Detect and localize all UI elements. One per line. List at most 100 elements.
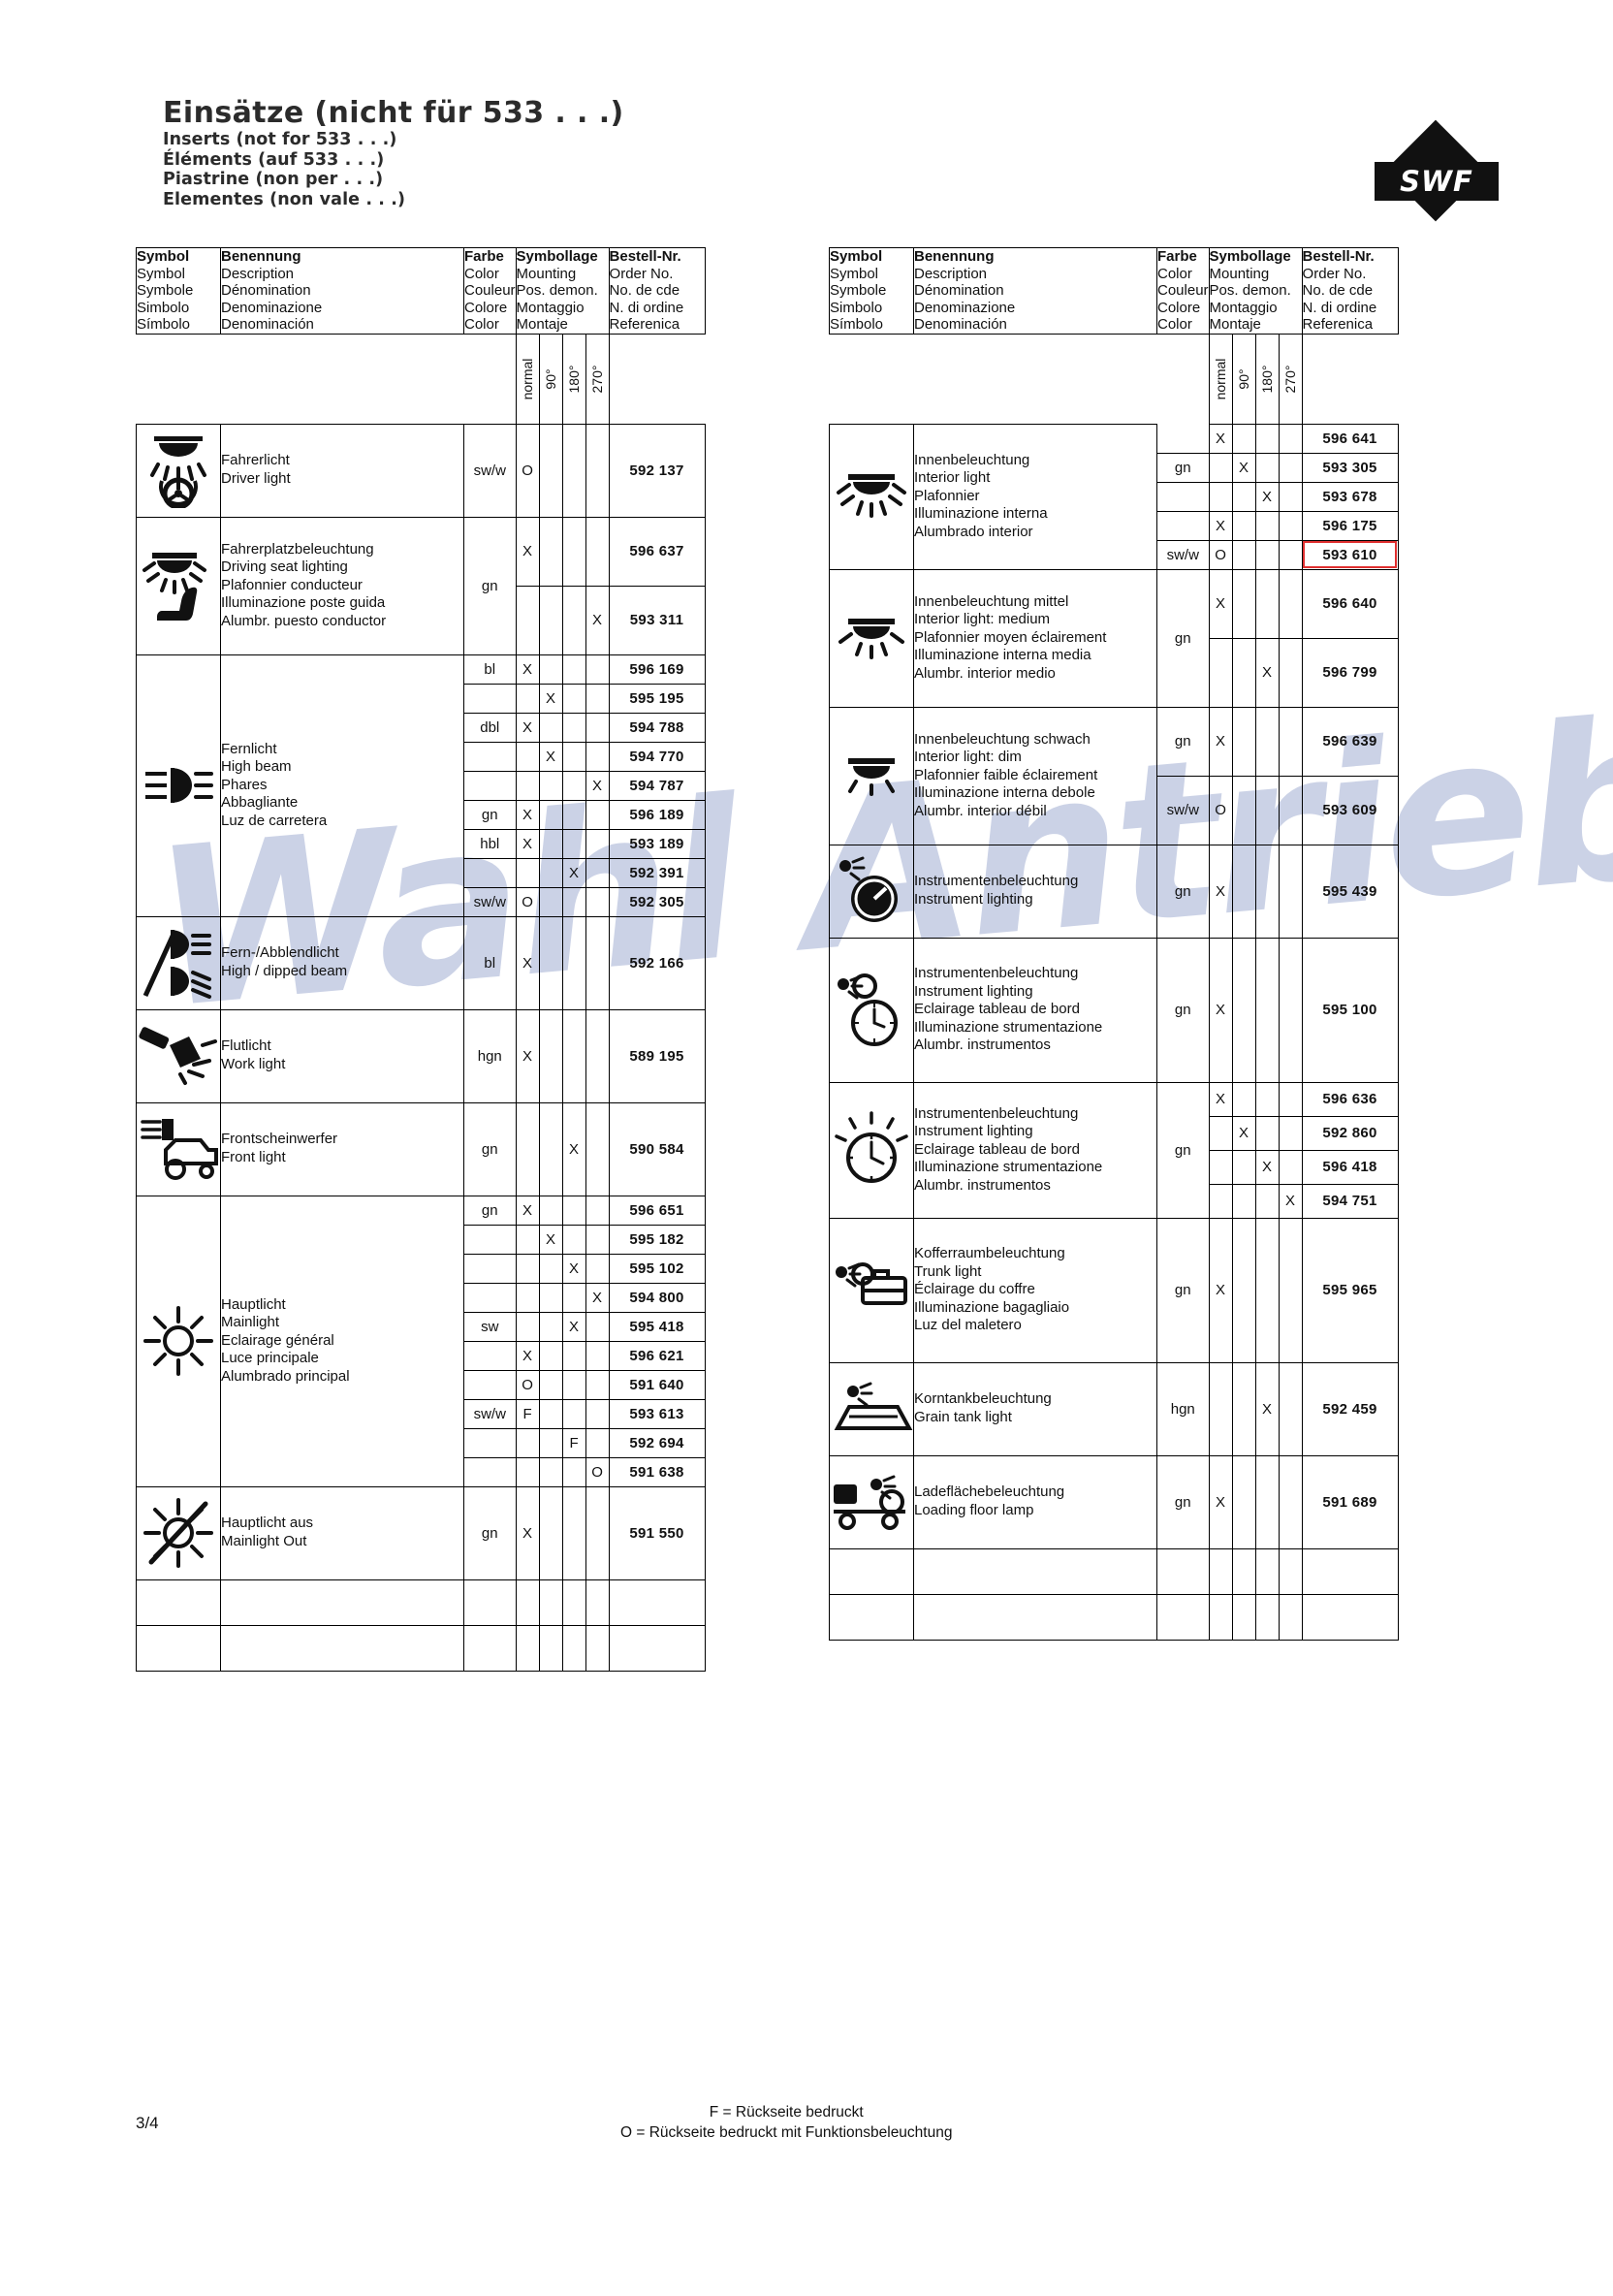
mounting-cell-2 — [561, 516, 586, 587]
color-code: sw/w — [1156, 539, 1210, 570]
left-parts-table-wrap: Symbol Symbol Symbole Simbolo Símbolo Benennu… — [136, 247, 706, 1672]
mounting-cell-0: X — [1208, 937, 1233, 1083]
order-number: 596 636 — [1301, 1081, 1399, 1117]
mounting-cell-1 — [1231, 423, 1256, 454]
grain-tank-light-icon — [829, 1361, 914, 1456]
description-line-4: Alumbr. puesto conductor — [221, 612, 387, 629]
order-number: 594 800 — [608, 1282, 706, 1313]
table-row: Frontscheinwerfer Front light gn X 590 584 — [136, 1101, 706, 1196]
page-title-de: Einsätze (nicht für 533 . . .) — [163, 96, 624, 130]
mounting-cell-2 — [561, 1340, 586, 1371]
mounting-cell-3 — [585, 1195, 610, 1226]
color-code — [1156, 424, 1210, 454]
right-parts-table-wrap: Symbol Symbol Symbole Simbolo Símbolo Benennu… — [829, 247, 1399, 1641]
angle-header-2: 180° — [1254, 333, 1280, 425]
header-mounting-line-2: Pos. demon. — [516, 282, 598, 299]
part-description: Fernlicht High beam Phares Abbagliante Luz d… — [220, 654, 464, 917]
empty-cell — [1208, 1547, 1233, 1595]
description-line-2: Plafonnier faible éclairement — [914, 766, 1098, 783]
description-line-1: Mainlight Out — [221, 1533, 307, 1549]
part-description: Instrumentenbeleuchtung Instrument lighti… — [913, 844, 1157, 939]
mounting-cell-1 — [1231, 568, 1256, 639]
mounting-cell-1 — [1231, 481, 1256, 512]
description-line-0: Instrumentenbeleuchtung — [914, 873, 1079, 890]
empty-cell — [1156, 1547, 1210, 1595]
table-row: Fernlicht High beam Phares Abbagliante Luz d… — [136, 654, 706, 917]
mounting-cell-1 — [538, 1253, 563, 1284]
header-order-line-4: Referenica — [1302, 316, 1374, 333]
header-color: Farbe Color Couleur Colore Color — [1156, 247, 1210, 335]
description-line-1: High / dipped beam — [221, 963, 348, 979]
mounting-cell-3 — [1278, 539, 1303, 570]
mounting-cell-1 — [1231, 510, 1256, 541]
mounting-cell-0: X — [515, 828, 540, 859]
front-light-tractor-icon — [136, 1101, 221, 1196]
header-mounting: Symbollage Mounting Pos. demon. Montaggio Mo… — [1208, 247, 1303, 335]
header-color-line-0: Farbe — [1157, 248, 1197, 265]
mounting-cell-2 — [1254, 423, 1280, 454]
description-line-0: Hauptlicht — [221, 1295, 286, 1313]
mounting-cell-3 — [585, 799, 610, 830]
description-line-4: Alumbr. instrumentos — [914, 1176, 1051, 1194]
description-line-0: Korntankbeleuchtung — [914, 1390, 1052, 1408]
header-color-line-1: Color — [464, 265, 499, 282]
mounting-cell-2 — [1254, 510, 1280, 541]
order-number: 594 788 — [608, 712, 706, 743]
right-parts-table: Symbol Symbol Symbole Simbolo Símbolo Benennu… — [829, 247, 1399, 1641]
header-symbol: Symbol Symbol Symbole Simbolo Símbolo — [829, 247, 914, 335]
header-order-line-1: Order No. — [1302, 265, 1367, 282]
table-row: hbl X 593 189 — [137, 828, 706, 859]
angle-header-0: normal — [1208, 333, 1233, 425]
mounting-cell-0: X — [515, 1008, 540, 1103]
empty-cell — [220, 1578, 464, 1626]
interior-light-medium-icon — [829, 568, 914, 708]
footer-note-o: O = Rückseite bedruckt mit Funktionsbele… — [620, 2124, 953, 2141]
empty-cell — [463, 1624, 517, 1672]
order-number: 594 770 — [608, 741, 706, 772]
header-order-line-2: No. de cde — [609, 282, 680, 299]
mounting-cell-1 — [1231, 1361, 1256, 1456]
order-number: 589 195 — [608, 1008, 706, 1103]
empty-cell — [538, 1624, 563, 1672]
table-row-empty — [829, 1593, 1399, 1641]
description-line-3: Illuminazione bagagliaio — [914, 1298, 1070, 1316]
header-symbol-line-3: Simbolo — [830, 299, 883, 316]
mounting-cell-3 — [1278, 1115, 1303, 1151]
table-header-row: Symbol Symbol Symbole Simbolo Símbolo Benennu… — [829, 247, 1399, 335]
instrument-lighting-gauge-icon — [829, 844, 914, 939]
mounting-cell-1 — [538, 1101, 563, 1196]
mounting-cell-3 — [585, 828, 610, 859]
table-row: Instrumentenbeleuchtung Instrument lighti… — [829, 1081, 1399, 1219]
angle-header-1: 90° — [538, 333, 563, 425]
description-line-3: Illuminazione strumentazione — [914, 1159, 1103, 1176]
mounting-cell-0: X — [515, 516, 540, 587]
header-color: Farbe Color Couleur Colore Color — [463, 247, 517, 335]
part-description: Fahrerplatzbeleuchtung Driving seat light… — [220, 516, 464, 655]
mounting-cell-3 — [1278, 637, 1303, 708]
empty-cell — [1231, 1593, 1256, 1641]
description-line-4: Luz del maletero — [914, 1317, 1022, 1334]
description-line-0: Kofferraumbeleuchtung — [914, 1245, 1065, 1262]
header-order-line-3: N. di ordine — [609, 299, 684, 316]
description-line-1: Work light — [221, 1056, 286, 1072]
color-code: gn — [463, 1485, 517, 1580]
mounting-cell-0: X — [1208, 844, 1233, 939]
mounting-cell-2 — [561, 799, 586, 830]
color-code: hgn — [1156, 1361, 1210, 1456]
color-code: gn — [463, 1101, 517, 1196]
mounting-cell-2 — [1254, 706, 1280, 777]
mounting-cell-3 — [1278, 423, 1303, 454]
empty-cell — [561, 1578, 586, 1626]
part-description: Flutlicht Work light — [220, 1008, 464, 1103]
description-line-1: Driver light — [221, 470, 291, 487]
table-row: Fahrerplatzbeleuchtung Driving seat light… — [136, 516, 706, 655]
header-description-line-2: Dénomination — [914, 282, 1004, 299]
description-line-1: Instrument lighting — [914, 1123, 1033, 1140]
description-line-1: Interior light: medium — [914, 611, 1051, 628]
order-number: 593 189 — [608, 828, 706, 859]
header-description-line-0: Benennung — [914, 248, 995, 265]
mounting-cell-3: X — [585, 585, 610, 655]
mounting-cell-0: X — [515, 915, 540, 1010]
empty-cell — [1208, 1593, 1233, 1641]
